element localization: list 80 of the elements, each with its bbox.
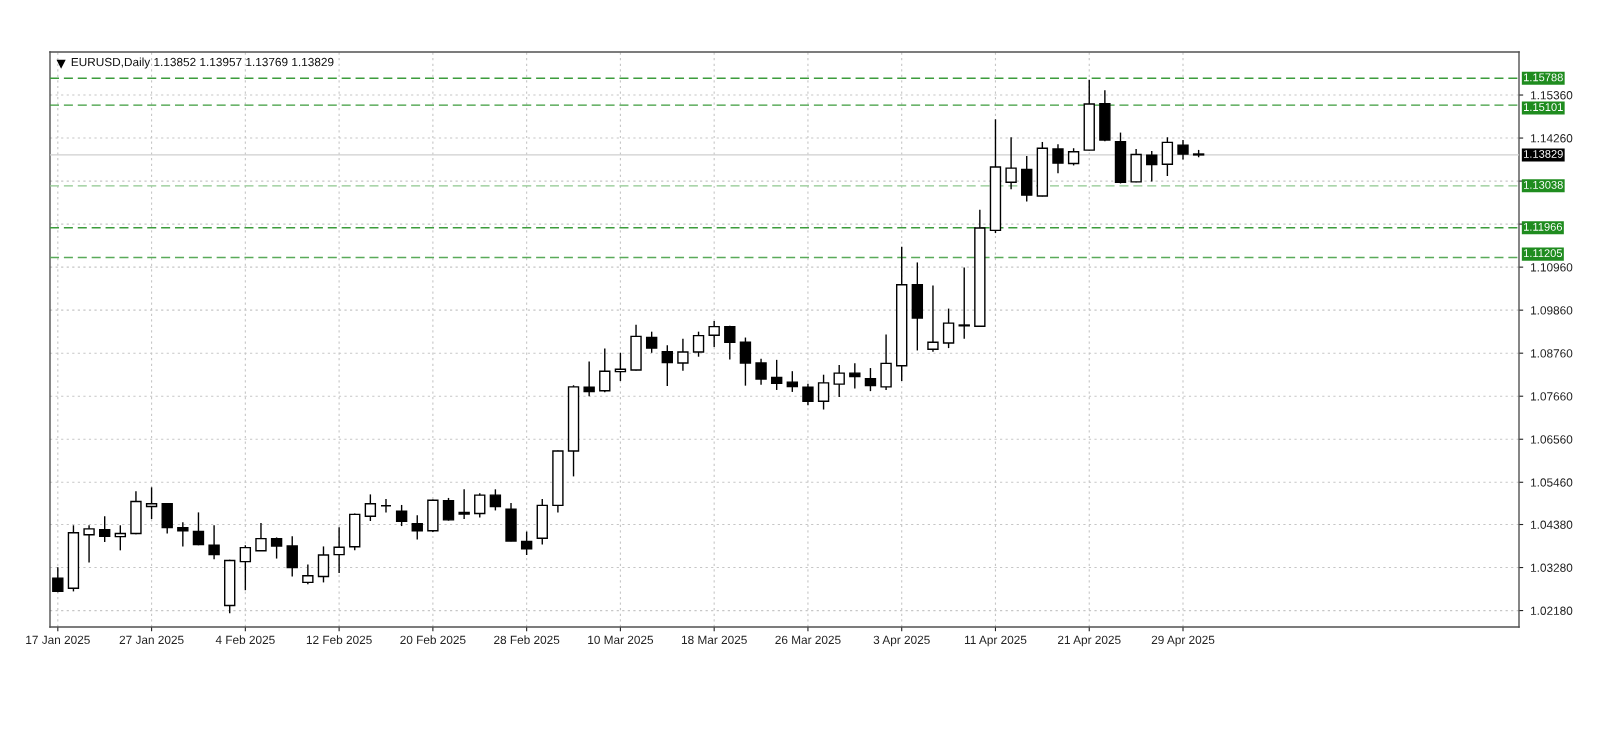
candlestick <box>755 357 767 386</box>
candlestick <box>83 524 95 564</box>
candlestick <box>52 566 64 593</box>
candlestick <box>645 330 658 354</box>
candlestick <box>833 364 845 398</box>
y-tick-label: 1.09860 <box>1531 306 1573 315</box>
candlestick <box>458 488 470 520</box>
y-tick-label: 1.15360 <box>1531 91 1573 100</box>
ref-line-label: 1.13038 <box>1524 180 1563 189</box>
x-tick-label: 4 Feb 2025 <box>215 635 275 644</box>
candlestick <box>1052 143 1064 174</box>
y-tick-label: 1.05460 <box>1531 478 1573 487</box>
x-tick-label: 27 Jan 2025 <box>119 635 184 644</box>
candlestick <box>380 498 392 514</box>
candlestick <box>864 367 877 392</box>
candlestick <box>661 344 673 387</box>
candlestick <box>958 266 970 340</box>
candlestick <box>583 360 595 397</box>
candlestick <box>395 504 408 527</box>
x-tick-label: 10 Mar 2025 <box>588 635 654 644</box>
candlestick <box>255 522 267 552</box>
x-tick-label: 21 Apr 2025 <box>1058 635 1121 647</box>
candlestick <box>317 545 330 584</box>
candlestick <box>489 488 502 512</box>
x-tick-label: 18 Mar 2025 <box>681 635 747 644</box>
candlestick <box>333 526 345 574</box>
candlestick <box>239 544 252 591</box>
candlestick <box>708 320 720 348</box>
y-tick-label: 1.10960 <box>1531 263 1573 272</box>
candlestick <box>442 497 455 522</box>
candlestick <box>208 524 220 561</box>
candlestick <box>817 374 830 411</box>
candlestick <box>302 563 314 586</box>
candlestick <box>849 362 861 390</box>
x-tick-label: 26 Mar 2025 <box>775 635 841 644</box>
y-tick-label: 1.06560 <box>1531 435 1573 444</box>
candlestick <box>1005 136 1017 190</box>
candlestick <box>677 338 689 372</box>
candlestick <box>599 347 611 394</box>
y-tick-label: 1.04380 <box>1531 520 1573 529</box>
candlestick <box>739 336 752 387</box>
candlestick <box>1146 150 1158 183</box>
x-tick-label: 20 Feb 2025 <box>400 635 466 644</box>
candlestick <box>1177 139 1189 161</box>
x-tick-label: 12 Feb 2025 <box>306 635 372 644</box>
x-tick-label: 17 Jan 2025 <box>26 635 90 644</box>
x-tick-label: 29 Apr 2025 <box>1151 635 1215 647</box>
y-tick-label: 1.14260 <box>1531 134 1573 143</box>
x-tick-label: 3 Apr 2025 <box>873 635 930 647</box>
ref-line-label: 1.11205 <box>1524 249 1563 258</box>
candlestick <box>786 370 799 393</box>
ref-line-label: 1.15101 <box>1524 103 1563 112</box>
candlestick <box>927 284 939 353</box>
chart-title: EURUSD,Daily 1.13852 1.13957 1.13769 1.13829 <box>71 57 334 69</box>
y-tick-label: 1.07660 <box>1531 392 1573 401</box>
candlestick <box>880 333 892 391</box>
candlestick <box>145 486 158 520</box>
candlestick <box>411 514 423 541</box>
candlestick <box>724 325 736 361</box>
ref-line-label: 1.15788 <box>1524 73 1563 82</box>
y-tick-label: 1.02180 <box>1531 606 1573 615</box>
ref-line-label: 1.11966 <box>1524 222 1563 231</box>
y-tick-label: 1.08760 <box>1531 349 1573 358</box>
candlestick <box>770 359 783 391</box>
candlestick <box>692 330 705 358</box>
candlestick <box>1161 136 1174 177</box>
candlestick <box>364 493 377 522</box>
candlestick <box>177 521 189 548</box>
candlestick <box>192 511 205 546</box>
candlestick <box>942 307 955 349</box>
candlestick <box>161 502 173 535</box>
candlestick <box>286 535 298 578</box>
candlestick <box>802 383 814 406</box>
candlestick <box>270 536 283 560</box>
candlestick <box>474 492 486 519</box>
x-tick-label: 28 Feb 2025 <box>494 635 560 644</box>
ref-line-label: 1.13829 <box>1524 150 1563 158</box>
candlestick <box>99 515 111 543</box>
y-tick-label: 1.03280 <box>1531 563 1573 572</box>
x-tick-label: 11 Apr 2025 <box>964 635 1027 647</box>
